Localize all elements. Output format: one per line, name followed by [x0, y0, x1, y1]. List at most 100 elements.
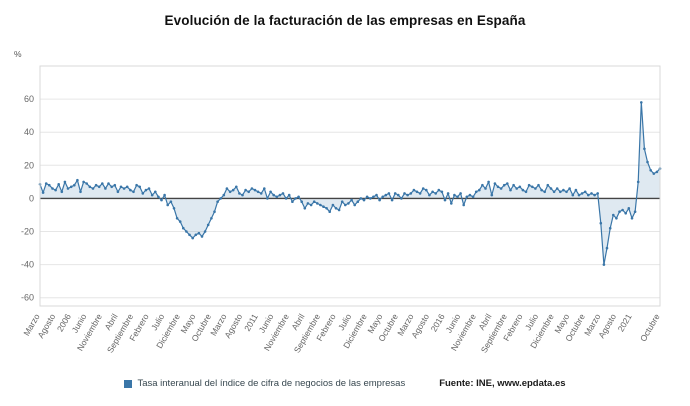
data-point[interactable] [543, 190, 546, 194]
data-point[interactable] [571, 193, 575, 197]
data-point[interactable] [222, 193, 226, 197]
data-point[interactable] [225, 187, 229, 190]
data-point[interactable] [356, 200, 360, 203]
data-point[interactable] [210, 217, 213, 220]
data-point[interactable] [562, 188, 565, 192]
data-point[interactable] [110, 185, 113, 189]
data-point[interactable] [219, 197, 222, 200]
data-point[interactable] [107, 182, 110, 185]
data-point[interactable] [531, 185, 534, 189]
data-point[interactable] [478, 188, 481, 192]
data-point[interactable] [259, 192, 263, 195]
data-point[interactable] [540, 188, 543, 192]
data-point[interactable] [640, 101, 643, 104]
data-point[interactable] [580, 192, 584, 195]
data-point[interactable] [231, 188, 235, 192]
data-point[interactable] [381, 195, 385, 199]
legend-item-series[interactable]: Tasa interanual del índice de cifra de n… [124, 378, 405, 389]
data-point[interactable] [216, 200, 219, 203]
data-point[interactable] [527, 183, 531, 187]
data-point[interactable] [266, 197, 269, 200]
data-point[interactable] [340, 200, 344, 203]
data-point[interactable] [384, 193, 388, 197]
data-point[interactable] [141, 192, 145, 195]
data-point[interactable] [633, 210, 637, 213]
data-point[interactable] [350, 198, 353, 202]
data-point[interactable] [493, 182, 497, 185]
data-point[interactable] [51, 187, 54, 190]
data-point[interactable] [178, 220, 182, 223]
data-point[interactable] [309, 203, 313, 207]
data-point[interactable] [450, 202, 453, 205]
data-point[interactable] [468, 193, 472, 197]
data-point[interactable] [615, 217, 618, 220]
data-point[interactable] [481, 183, 484, 187]
data-point[interactable] [431, 190, 434, 194]
data-point[interactable] [418, 192, 422, 195]
data-point[interactable] [509, 188, 512, 192]
data-point[interactable] [537, 183, 540, 187]
data-point[interactable] [297, 195, 300, 199]
data-point[interactable] [484, 187, 487, 190]
data-point[interactable] [48, 183, 51, 187]
data-point[interactable] [365, 195, 369, 199]
data-point[interactable] [400, 197, 403, 200]
data-point[interactable] [378, 198, 381, 202]
data-point[interactable] [437, 188, 441, 192]
data-point[interactable] [54, 188, 57, 192]
data-point[interactable] [328, 210, 332, 213]
data-point[interactable] [88, 185, 92, 189]
data-point[interactable] [312, 200, 316, 203]
data-point[interactable] [552, 190, 556, 194]
data-point[interactable] [655, 170, 659, 174]
data-point[interactable] [166, 203, 169, 207]
data-point[interactable] [612, 213, 615, 217]
data-point[interactable] [85, 182, 88, 185]
data-point[interactable] [66, 187, 70, 190]
data-point[interactable] [69, 185, 73, 189]
data-point[interactable] [57, 183, 60, 186]
data-point[interactable] [627, 207, 631, 210]
data-point[interactable] [154, 190, 157, 194]
data-point[interactable] [534, 187, 537, 190]
data-point[interactable] [387, 192, 391, 195]
data-point[interactable] [125, 185, 129, 189]
data-point[interactable] [91, 187, 95, 190]
data-point[interactable] [415, 190, 419, 194]
data-point[interactable] [559, 190, 562, 194]
data-point[interactable] [269, 190, 272, 194]
data-point[interactable] [144, 188, 148, 192]
data-point[interactable] [213, 210, 216, 213]
data-point[interactable] [163, 193, 166, 197]
data-point[interactable] [549, 187, 553, 190]
data-point[interactable] [291, 200, 294, 203]
data-point[interactable] [421, 187, 425, 190]
data-point[interactable] [101, 182, 104, 185]
data-point[interactable] [303, 207, 307, 210]
data-point[interactable] [574, 188, 578, 192]
data-point[interactable] [182, 226, 185, 230]
data-point[interactable] [316, 202, 319, 205]
data-point[interactable] [474, 190, 478, 194]
data-point[interactable] [147, 187, 151, 190]
data-point[interactable] [362, 198, 366, 202]
data-point[interactable] [185, 230, 188, 233]
data-point[interactable] [502, 183, 506, 187]
data-point[interactable] [331, 203, 335, 207]
data-point[interactable] [546, 183, 550, 187]
data-point[interactable] [300, 200, 304, 203]
data-point[interactable] [397, 193, 400, 197]
data-point[interactable] [425, 188, 428, 192]
data-point[interactable] [188, 233, 191, 237]
data-point[interactable] [643, 147, 646, 151]
data-point[interactable] [636, 180, 640, 184]
data-point[interactable] [646, 160, 649, 164]
data-point[interactable] [412, 188, 416, 192]
data-point[interactable] [521, 188, 525, 192]
data-point[interactable] [238, 192, 241, 195]
data-point[interactable] [44, 182, 48, 185]
data-point[interactable] [496, 185, 500, 189]
data-point[interactable] [172, 207, 176, 210]
data-point[interactable] [306, 202, 310, 205]
data-point[interactable] [555, 187, 559, 190]
